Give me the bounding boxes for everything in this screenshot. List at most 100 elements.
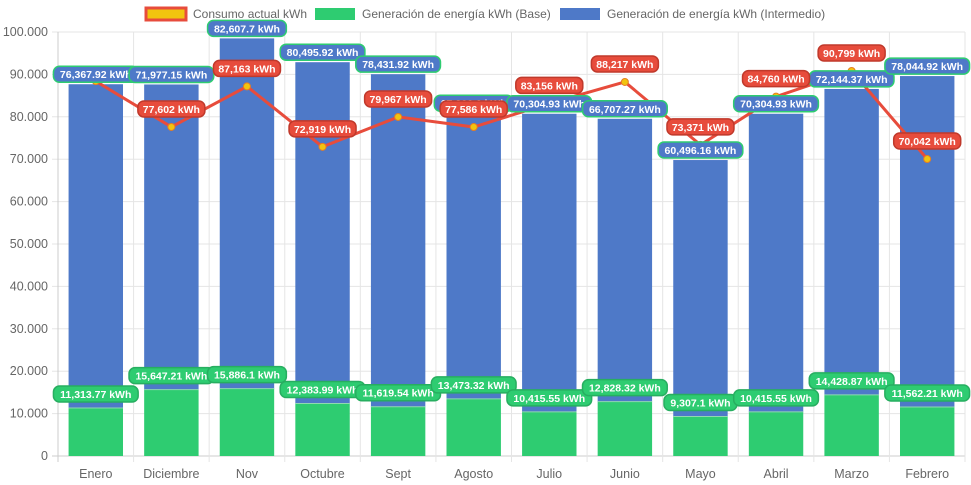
- label-base: 11,562.21 kWh: [884, 384, 971, 402]
- bar-intermedio: [673, 160, 728, 417]
- bar-intermedio: [219, 38, 275, 389]
- label-base: 15,647.21 kWh: [128, 366, 215, 385]
- bar-base: [144, 389, 199, 456]
- y-tick-label: 70.000: [10, 152, 48, 166]
- label-consumo-text: 70,042 kWh: [899, 136, 956, 148]
- label-intermedio-text: 78,431.92 kWh: [362, 59, 434, 71]
- label-base-text: 9,307.1 kWh: [670, 398, 730, 410]
- label-base-text: 11,313.77 kWh: [60, 389, 131, 401]
- legend-label-intermedio: Generación de energía kWh (Intermedio): [607, 7, 825, 21]
- label-intermedio-text: 76,367.92 kWh: [60, 69, 132, 81]
- label-intermedio-text: 66,707.27 kWh: [589, 104, 661, 116]
- label-base: 13,473.32 kWh: [430, 376, 517, 394]
- label-base-bg: [884, 384, 971, 402]
- label-intermedio-text: 72,144.37 kWh: [816, 74, 888, 86]
- label-base-bg: [506, 389, 593, 407]
- legend-swatch-base: [315, 8, 355, 20]
- bar-base: [597, 401, 653, 456]
- x-tick-label: Nov: [236, 467, 259, 481]
- bar-intermedio: [144, 84, 199, 390]
- label-consumo-bg: [363, 90, 433, 108]
- y-tick-label: 60.000: [10, 195, 48, 209]
- x-tick-label: Diciembre: [143, 467, 199, 481]
- label-base: 15,886.1 kWh: [206, 365, 288, 384]
- bar-intermedio: [899, 76, 955, 407]
- line-point: [620, 77, 629, 86]
- label-consumo-text: 88,217 kWh: [596, 59, 653, 71]
- label-consumo: 90,799 kWh: [817, 44, 886, 62]
- y-tick-label: 80.000: [10, 110, 48, 124]
- label-base-text: 15,886.1 kWh: [214, 370, 280, 382]
- label-consumo: 72,919 kWh: [288, 120, 357, 138]
- bar-intermedio: [597, 118, 653, 402]
- label-base-text: 11,619.54 kWh: [363, 388, 434, 400]
- label-intermedio-bg: [581, 100, 668, 118]
- label-base: 11,619.54 kWh: [355, 383, 442, 402]
- x-tick-label: Sept: [385, 467, 411, 481]
- legend-item-consumo[interactable]: Consumo actual kWh: [144, 6, 307, 22]
- bar-base: [899, 406, 955, 456]
- label-base: 14,428.87 kWh: [808, 372, 895, 390]
- legend-label-base: Generación de energía kWh (Base): [362, 7, 551, 21]
- label-consumo-text: 72,919 kWh: [294, 124, 351, 136]
- x-tick-label: Agosto: [454, 467, 493, 481]
- label-base-text: 14,428.87 kWh: [816, 376, 888, 388]
- x-tick-label: Febrero: [905, 467, 949, 481]
- label-intermedio-bg: [206, 19, 288, 38]
- label-intermedio-text: 70,304.93 kWh: [513, 99, 585, 111]
- label-intermedio: 82,607.7 kWh: [206, 19, 288, 38]
- label-base: 10,415.55 kWh: [506, 389, 593, 407]
- label-consumo: 73,371 kWh: [666, 118, 735, 136]
- label-base-text: 13,473.32 kWh: [438, 380, 510, 392]
- bar-base: [295, 403, 350, 456]
- legend-item-base[interactable]: Generación de energía kWh (Base): [315, 7, 551, 21]
- label-consumo: 83,156 kWh: [515, 76, 584, 95]
- y-tick-label: 0: [41, 449, 48, 463]
- label-base: 9,307.1 kWh: [663, 393, 738, 412]
- label-base-bg: [732, 389, 820, 407]
- bar-intermedio: [748, 113, 804, 412]
- label-intermedio-bg: [128, 65, 215, 84]
- label-intermedio: 70,304.93 kWh: [506, 94, 593, 113]
- label-base-bg: [430, 376, 517, 394]
- label-intermedio-text: 80,495.92 kWh: [287, 47, 359, 59]
- label-consumo: 87,163 kWh: [212, 59, 282, 78]
- y-tick-label: 20.000: [10, 364, 48, 378]
- bar-base: [824, 394, 879, 456]
- label-consumo-bg: [892, 132, 962, 150]
- bar-base: [673, 416, 728, 456]
- label-consumo-bg: [817, 44, 886, 62]
- label-consumo-bg: [212, 59, 282, 78]
- label-base-text: 11,562.21 kWh: [892, 388, 963, 400]
- y-tick-label: 10.000: [10, 407, 48, 421]
- label-consumo-text: 77,586 kWh: [445, 104, 502, 116]
- label-base-text: 12,383.99 kWh: [287, 384, 359, 396]
- line-path: [95, 69, 929, 160]
- label-intermedio: 80,495.92 kWh: [279, 43, 366, 61]
- bar-intermedio: [295, 62, 350, 404]
- label-base-text: 15,647.21 kWh: [135, 371, 207, 383]
- label-consumo: 84,760 kWh: [741, 69, 811, 88]
- y-tick-label: 90.000: [10, 67, 48, 81]
- label-consumo: 79,967 kWh: [363, 90, 433, 108]
- line-point: [923, 155, 932, 164]
- x-axis: Enero Diciembre Nov Octubre Sept Agosto Julio J…: [79, 467, 949, 481]
- label-base-bg: [808, 372, 895, 390]
- label-intermedio-text: 71,977.15 kWh: [135, 69, 207, 81]
- line-point: [394, 112, 403, 121]
- legend-item-intermedio[interactable]: Generación de energía kWh (Intermedio): [560, 7, 825, 21]
- label-consumo-text: 83,156 kWh: [521, 80, 578, 92]
- bars: [68, 38, 955, 456]
- label-intermedio-text: 70,304.93 kWh: [740, 99, 812, 111]
- x-tick-label: Enero: [79, 467, 112, 481]
- label-intermedio-text: 82,607.7 kWh: [214, 23, 280, 35]
- bar-intermedio: [370, 74, 426, 407]
- label-base: 10,415.55 kWh: [732, 389, 820, 407]
- bar-base: [748, 411, 804, 456]
- label-consumo-bg: [666, 118, 735, 136]
- label-consumo-bg: [590, 55, 660, 73]
- bar-base: [370, 406, 426, 456]
- label-intermedio-bg: [279, 43, 366, 61]
- bar-base: [219, 388, 275, 456]
- label-consumo: 88,217 kWh: [590, 55, 660, 73]
